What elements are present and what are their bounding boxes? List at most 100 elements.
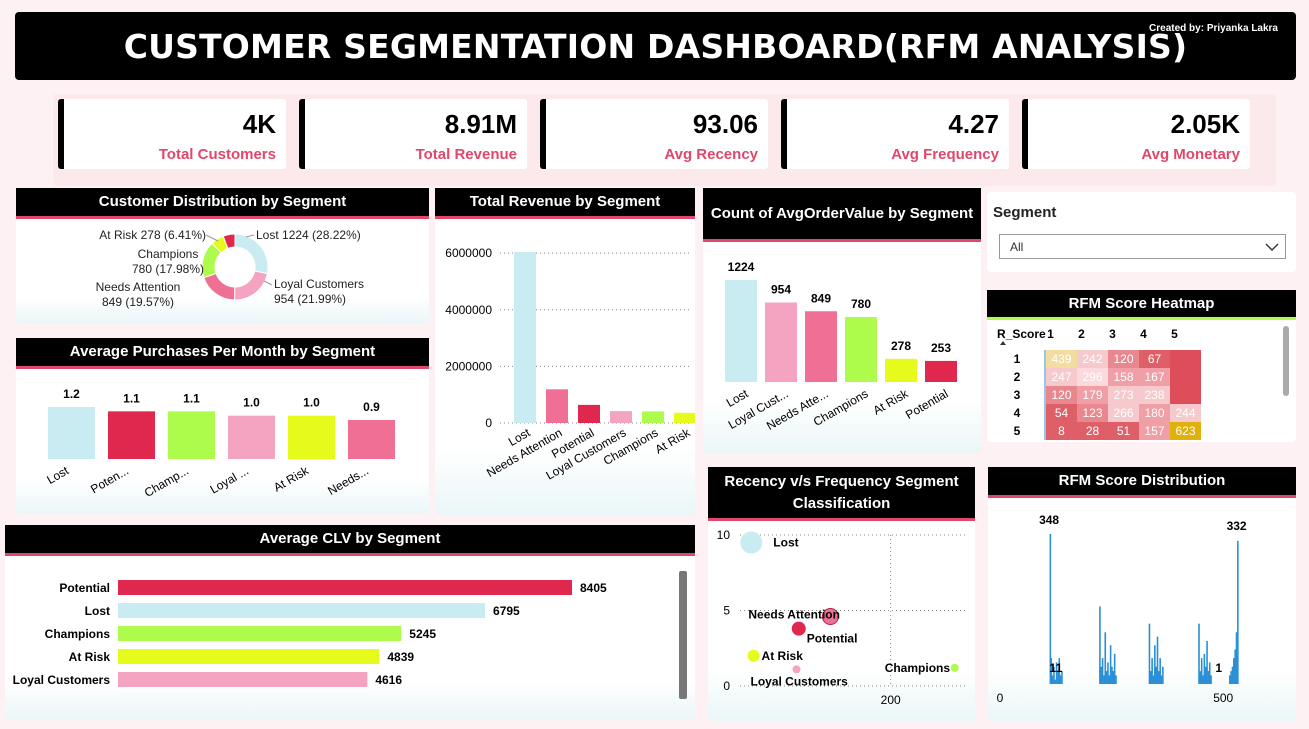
dist-bar: [1055, 662, 1058, 684]
heat-cell: [1108, 368, 1139, 386]
kpi-total-customers[interactable]: 4K Total Customers: [58, 99, 286, 169]
bar: [765, 302, 797, 382]
y-tick-label: 2000000: [445, 359, 492, 373]
heat-cell-value: 8: [1058, 424, 1065, 438]
kpi-avg-frequency[interactable]: 4.27 Avg Frequency: [781, 99, 1009, 169]
card-title: RFM Score Distribution: [988, 467, 1296, 498]
bar: [118, 580, 572, 595]
bar: [348, 420, 395, 459]
segment-slicer[interactable]: Segment All: [987, 192, 1296, 272]
heat-cell: [1139, 422, 1170, 440]
heat-cell: [1139, 368, 1170, 386]
point-label: Champions: [885, 661, 951, 675]
heat-cell-value: 120: [1113, 352, 1133, 366]
kpi-value: 4.27: [948, 109, 999, 139]
dist-bar: [1237, 540, 1239, 684]
category-label: Champions: [45, 627, 111, 641]
clv-card[interactable]: Average CLV by Segment Potential 8405 Lost…: [5, 525, 695, 720]
dist-bar: [1112, 671, 1115, 684]
bar-potential: [578, 404, 600, 423]
heatmap-scrollbar[interactable]: [1283, 326, 1289, 396]
kpi-value: 4K: [242, 109, 276, 139]
heat-cell: [1077, 422, 1108, 440]
category-label: Potential: [59, 581, 110, 595]
data-label: 1224: [728, 260, 755, 274]
heatmap-card[interactable]: RFM Score Heatmap R_Score 1 2 3 4 5 1 439 242 120…: [987, 290, 1296, 442]
bar: [885, 358, 917, 382]
heat-cell: [1170, 368, 1201, 386]
data-label: 1.2: [63, 387, 80, 401]
dist-bar: [1229, 675, 1231, 684]
bar-lost: [514, 252, 536, 423]
aov-card[interactable]: Count of AvgOrderValue by Segment 1224 Lo…: [703, 188, 981, 453]
clv-scrollbar[interactable]: [679, 571, 687, 699]
point-label: Loyal Customers: [751, 674, 849, 688]
column-header: 3: [1109, 327, 1116, 341]
heat-cell: [1046, 422, 1077, 440]
dist-bar: [1100, 666, 1103, 684]
dist-bar: [1204, 666, 1207, 684]
bar: [168, 411, 215, 459]
recency-frequency-card[interactable]: Recency v/s Frequency Segment Classifica…: [708, 467, 975, 721]
bar: [118, 672, 368, 687]
slicer-value: All: [1010, 239, 1024, 254]
heat-cell: [1108, 350, 1139, 368]
heat-cell-value: 167: [1144, 370, 1164, 384]
data-label: 1.1: [183, 391, 200, 405]
bar: [118, 603, 486, 618]
point-label: Potential: [807, 632, 858, 646]
score-distribution-card[interactable]: RFM Score Distribution 0 500 348 332 1 1 1: [988, 467, 1296, 721]
dist-bar: [1158, 671, 1160, 684]
dist-bar: [1049, 534, 1052, 684]
dist-bar: [1230, 671, 1232, 684]
donut-slices: [201, 233, 269, 301]
x-tick-label: Champ...: [142, 463, 191, 499]
heat-cell-value: 244: [1175, 406, 1195, 420]
kpi-avg-monetary[interactable]: 2.05K Avg Monetary: [1022, 99, 1250, 169]
dist-bar: [1155, 666, 1157, 684]
kpi-avg-recency[interactable]: 93.06 Avg Recency: [540, 99, 768, 169]
dist-bar: [1113, 653, 1116, 684]
card-title: RFM Score Heatmap: [987, 290, 1296, 320]
heat-cell: [1046, 368, 1077, 386]
row-header: R_Score: [997, 327, 1046, 341]
dist-bar: [1050, 658, 1053, 684]
distribution-card[interactable]: Customer Distribution by Segment Lost 12…: [16, 188, 429, 324]
donut-label-champions-value: 780 (17.98%): [132, 262, 204, 276]
dist-bar: [1198, 623, 1200, 684]
donut-slice: [203, 272, 236, 301]
revenue-card[interactable]: Total Revenue by Segment 0 2000000 4000000…: [435, 188, 696, 515]
bar: [925, 360, 957, 382]
bar: [118, 626, 402, 641]
kpi-total-revenue[interactable]: 8.91M Total Revenue: [299, 99, 527, 169]
dist-bar: [1202, 675, 1204, 684]
heat-cell-value: 123: [1082, 406, 1102, 420]
purchases-card[interactable]: Average Purchases Per Month by Segment 1…: [16, 338, 429, 514]
heat-cell: [1170, 386, 1201, 404]
bar: [108, 411, 155, 459]
segment-dropdown[interactable]: All: [999, 234, 1286, 259]
data-label: 1: [1049, 661, 1056, 675]
heat-cell-value: 179: [1082, 388, 1102, 402]
dist-bar: [1058, 658, 1061, 684]
dist-bar: [1235, 632, 1238, 684]
dist-bar: [1162, 666, 1164, 684]
point-label: Needs Attention: [748, 608, 840, 622]
category-label: Lost: [85, 604, 110, 618]
heat-cell-value: 238: [1144, 388, 1164, 402]
y-tick-label: 10: [717, 528, 731, 542]
dist-bar: [1054, 679, 1057, 684]
data-label: 8405: [580, 581, 607, 595]
donut-label-at-risk: At Risk 278 (6.41%): [99, 228, 206, 242]
heat-cell: [1139, 386, 1170, 404]
heat-cell-value: 158: [1113, 370, 1133, 384]
heat-cell: [1046, 386, 1077, 404]
bar-needs-attention: [546, 389, 568, 423]
dist-bar: [1159, 658, 1161, 684]
leader-line: [205, 234, 219, 242]
card-title: Count of AvgOrderValue by Segment: [703, 188, 981, 242]
kpi-value: 93.06: [692, 109, 758, 139]
